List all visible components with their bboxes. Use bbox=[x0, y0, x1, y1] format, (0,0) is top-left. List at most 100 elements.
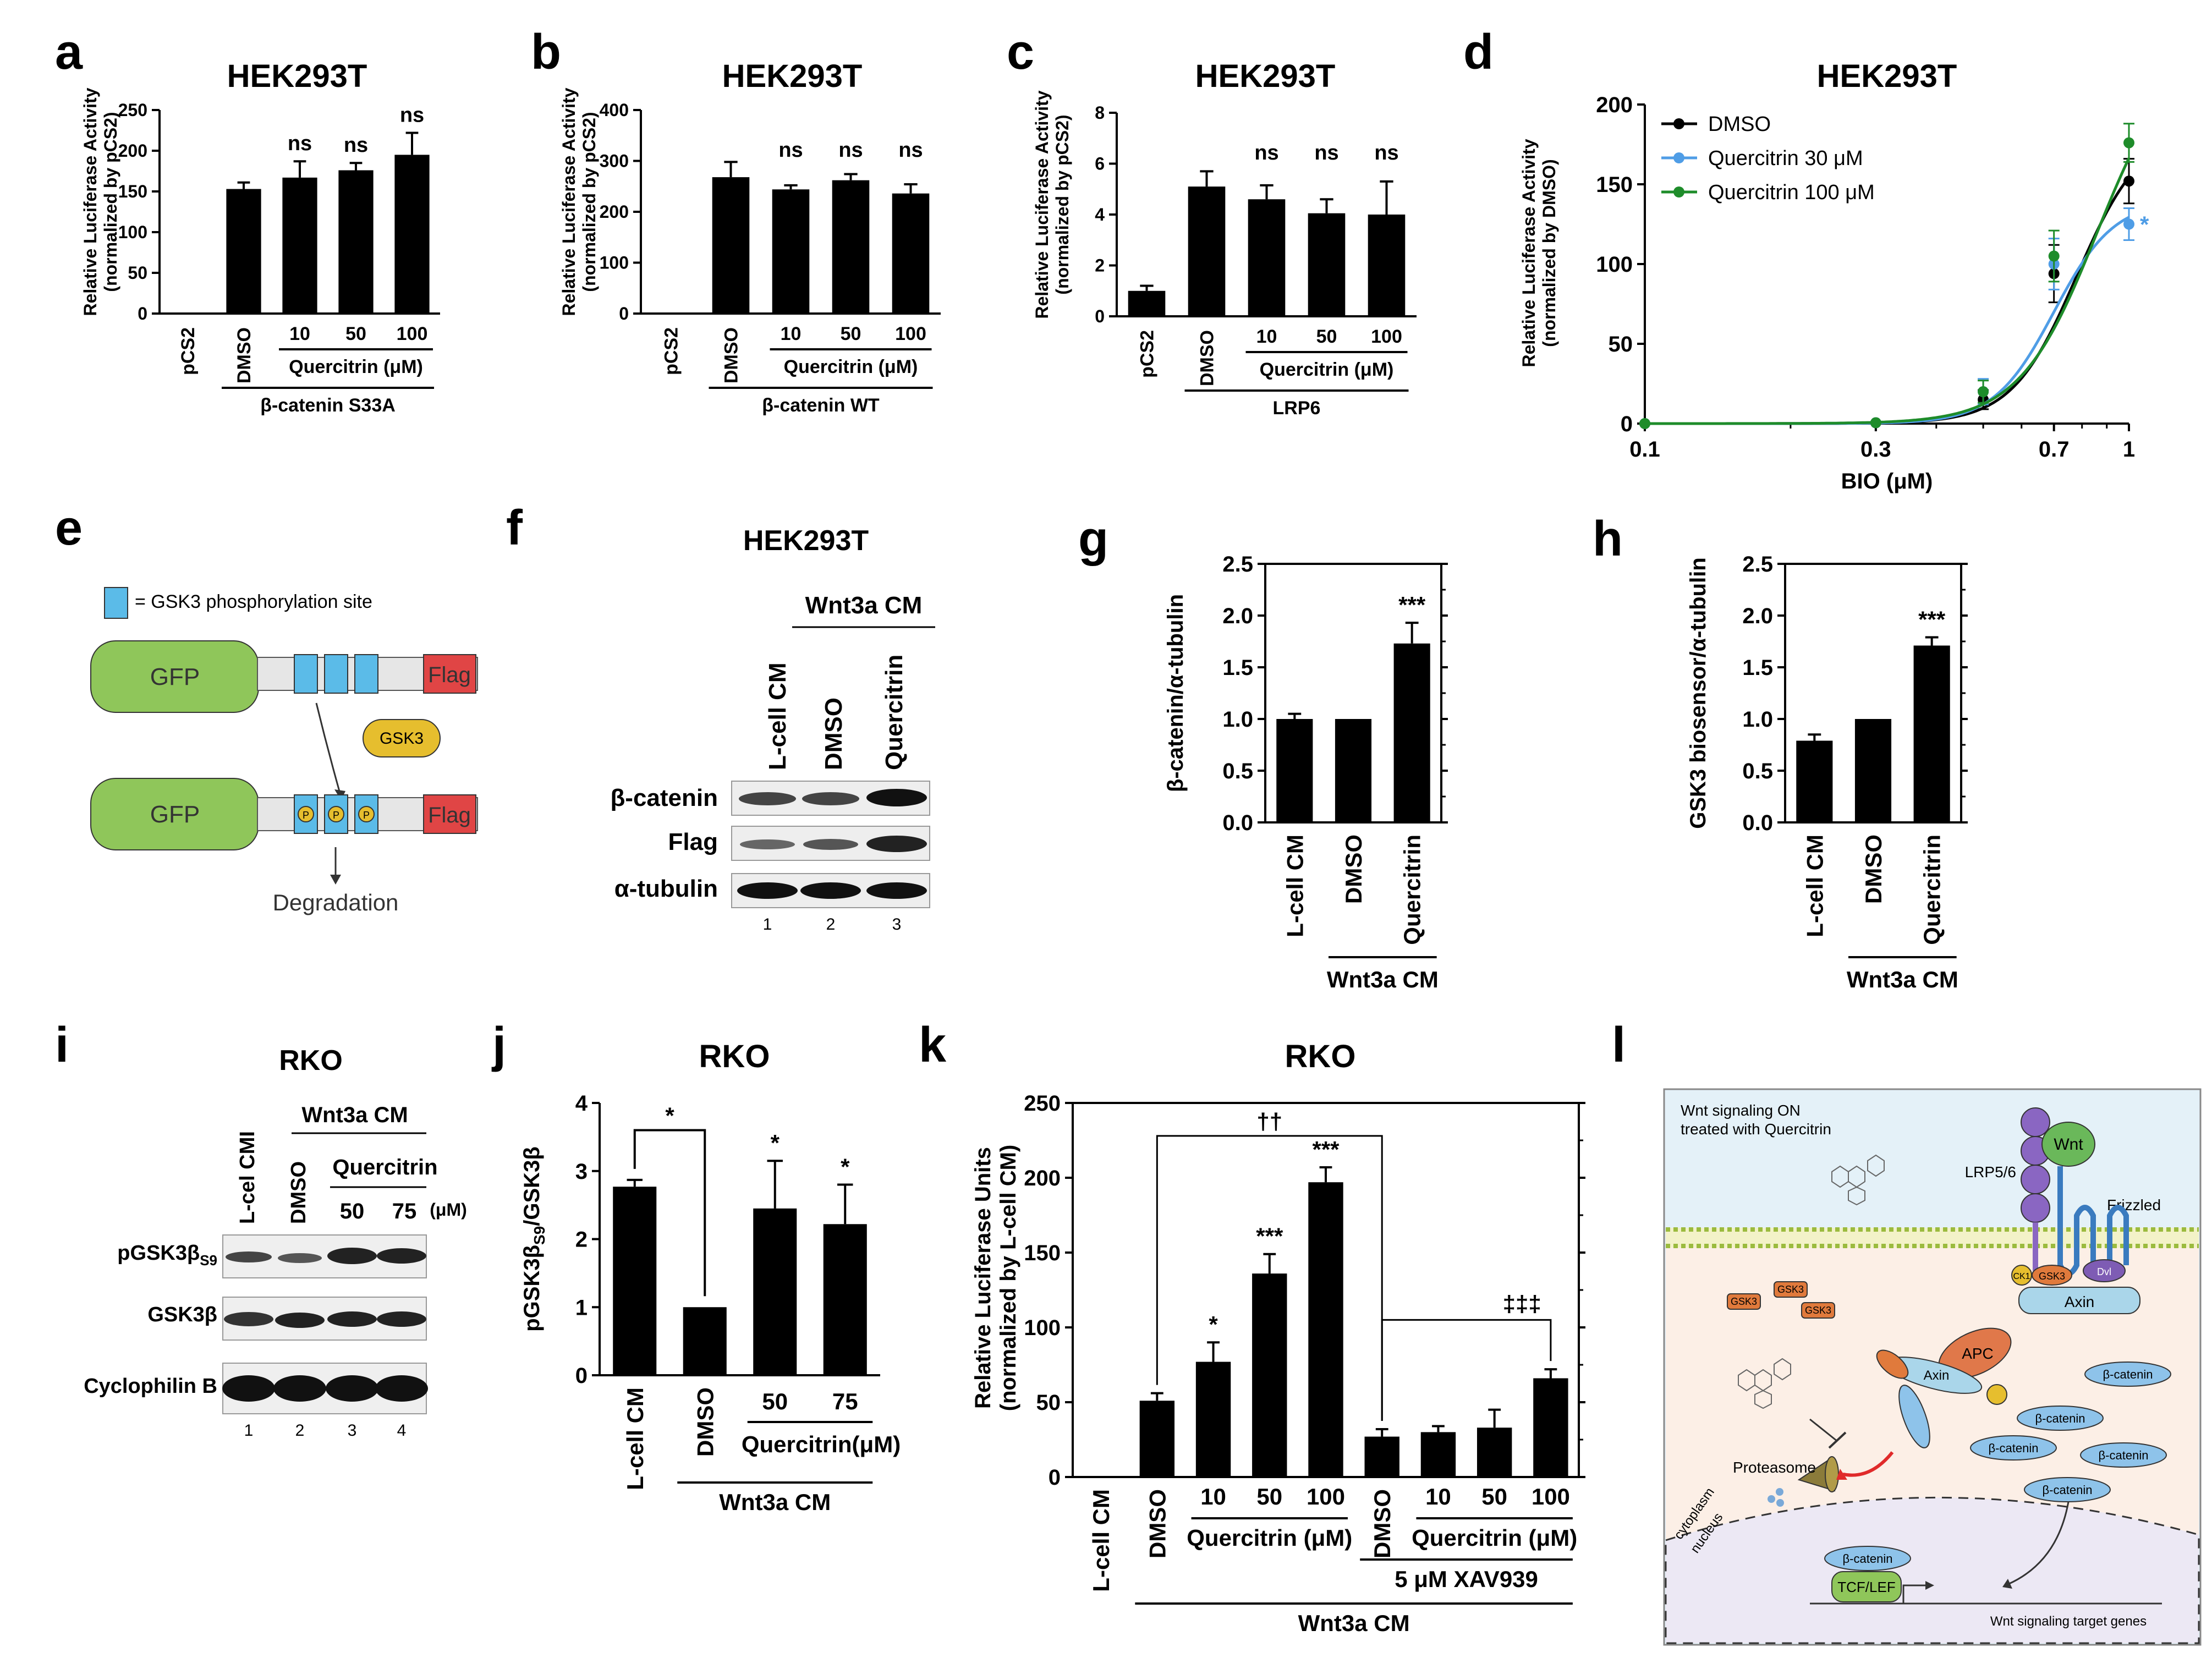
significance-marker: ns bbox=[1374, 141, 1398, 164]
category-label: L-cell CM bbox=[622, 1387, 648, 1490]
bar bbox=[1368, 215, 1406, 316]
dvl bbox=[2083, 1259, 2126, 1282]
bar bbox=[652, 313, 690, 314]
significance-marker: ns bbox=[1254, 141, 1278, 164]
gfp-label-bottom: GFP bbox=[150, 801, 200, 828]
bar bbox=[1335, 719, 1372, 822]
significance-marker: * bbox=[1209, 1311, 1218, 1337]
significance-marker: ns bbox=[898, 139, 923, 162]
panel-i-lane-2: DMSO bbox=[287, 1161, 310, 1224]
band bbox=[222, 1375, 275, 1402]
bottom-label: Wnt3a CM bbox=[719, 1489, 831, 1515]
nuclear-import-arrow bbox=[2007, 1501, 2070, 1585]
fragment bbox=[1776, 1488, 1783, 1496]
x-tick-label: 0.3 bbox=[1860, 437, 1891, 462]
y-tick-label: 100 bbox=[1596, 252, 1633, 277]
gsk3-free bbox=[1727, 1293, 1761, 1310]
band bbox=[740, 839, 795, 849]
y-tick-label: 4 bbox=[1095, 205, 1105, 224]
y-tick-label: 1.5 bbox=[1742, 656, 1773, 680]
panel-i-row-pgsk-sub: S9 bbox=[200, 1252, 217, 1269]
data-point bbox=[1978, 386, 1989, 397]
bar bbox=[1913, 645, 1950, 822]
bcatenin-nuclear-label: β-catenin bbox=[1843, 1552, 1893, 1566]
band bbox=[273, 1375, 326, 1402]
significance-marker: *** bbox=[1918, 606, 1946, 632]
panel-f-lane-3: Quercitrin bbox=[881, 655, 908, 770]
y-tick-label: 50 bbox=[128, 263, 147, 283]
panel-i-group: Wnt3a CM bbox=[301, 1103, 408, 1127]
x-tick-label: 1 bbox=[2123, 437, 2135, 462]
tcf-lef bbox=[1831, 1571, 1902, 1602]
lrp-domain bbox=[2021, 1193, 2050, 1223]
bar bbox=[712, 177, 750, 314]
site-legend-box bbox=[104, 587, 128, 619]
y-tick-label: 200 bbox=[118, 141, 147, 161]
panel-i-lane-1: L-cel CMI bbox=[236, 1131, 259, 1224]
y-axis-label-tail: /GSK3β bbox=[520, 1146, 544, 1226]
significance-marker: *** bbox=[1256, 1223, 1283, 1249]
category-label: 50 bbox=[1481, 1484, 1507, 1509]
category-label: 50 bbox=[1256, 1484, 1282, 1509]
chart-title: HEK293T bbox=[1817, 58, 1957, 94]
bcatenin-label: β-catenin bbox=[2103, 1368, 2153, 1381]
y-tick-label: 200 bbox=[600, 202, 629, 222]
gsk3-free bbox=[1774, 1281, 1808, 1298]
ck1-membrane-label: CK1 bbox=[2013, 1272, 2030, 1281]
panel-label-l: l bbox=[1612, 1018, 1626, 1073]
apc-label: APC bbox=[1962, 1345, 1994, 1362]
panel-f-num-3: 3 bbox=[892, 915, 902, 934]
data-point bbox=[1639, 418, 1650, 429]
inhibition-line bbox=[1809, 1418, 1838, 1442]
panel-label-a: a bbox=[55, 25, 83, 80]
y-tick-label: 150 bbox=[118, 182, 147, 201]
chart-g: 0.0 0.5 1.0 1.5 2.0 2.5 β-catenin/α-tubulin ***… bbox=[1163, 552, 1448, 992]
gsk3-free-label: GSK3 bbox=[1805, 1305, 1831, 1316]
category-label: pCS2 bbox=[178, 327, 199, 375]
significance-marker: * bbox=[2140, 212, 2149, 238]
category-label: 100 bbox=[397, 323, 428, 344]
group-label: Quercitrin (μM) bbox=[1260, 359, 1394, 380]
band bbox=[866, 789, 927, 806]
category-label: DMSO bbox=[1197, 330, 1218, 386]
site-top-3 bbox=[354, 654, 378, 694]
bar bbox=[282, 177, 317, 314]
tcf-lef-label: TCF/LEF bbox=[1837, 1579, 1895, 1595]
y-tick-label: 2.0 bbox=[1742, 604, 1773, 628]
bar bbox=[823, 1224, 867, 1375]
y-tick-label: 0 bbox=[1621, 412, 1633, 436]
y-tick-label: 3 bbox=[575, 1160, 588, 1184]
bcatenin-in-complex bbox=[1898, 1385, 1930, 1448]
y-tick-label: 2.0 bbox=[1222, 604, 1253, 628]
y-tick-label: 2 bbox=[575, 1228, 588, 1252]
category-label: DMSO bbox=[1144, 1489, 1170, 1558]
band bbox=[866, 836, 927, 852]
panel-label-g: g bbox=[1078, 512, 1108, 567]
category-label: pCS2 bbox=[1137, 330, 1158, 378]
category-label: L-cell CM bbox=[1282, 835, 1308, 937]
bcatenin-label: β-catenin bbox=[1989, 1441, 2039, 1455]
gsk3-oval-label: GSK3 bbox=[380, 729, 424, 748]
bar bbox=[1308, 213, 1346, 316]
site-top-1 bbox=[294, 654, 318, 694]
y-tick-label: 100 bbox=[118, 222, 147, 242]
category-label: DMSO bbox=[721, 327, 742, 383]
band bbox=[224, 1312, 273, 1326]
category-label: L-cell CM bbox=[1802, 835, 1827, 937]
proteasome-icon bbox=[1797, 1456, 1839, 1492]
legend-label: Quercitrin 100 μM bbox=[1708, 181, 1875, 204]
y-axis-label: pGSK3βS9/GSK3β bbox=[520, 1146, 548, 1331]
gsk3-free-label: GSK3 bbox=[1731, 1296, 1757, 1307]
category-label: Quercitrin bbox=[1399, 835, 1425, 945]
significance-marker: ns bbox=[838, 139, 863, 162]
band bbox=[275, 1313, 325, 1328]
lrp-label: LRP5/6 bbox=[1965, 1163, 2016, 1181]
target-genes-label: Wnt signaling target genes bbox=[1990, 1614, 2147, 1629]
transcription-arrowhead bbox=[1925, 1581, 1934, 1590]
group-label: Quercitrin (μM) bbox=[289, 356, 423, 377]
category-label: 100 bbox=[1307, 1484, 1345, 1509]
schematic-title-1: Wnt signaling ON bbox=[1681, 1102, 1801, 1119]
band bbox=[226, 1251, 272, 1262]
y-axis-label-line: Relative Luciferase Units bbox=[971, 1147, 995, 1409]
